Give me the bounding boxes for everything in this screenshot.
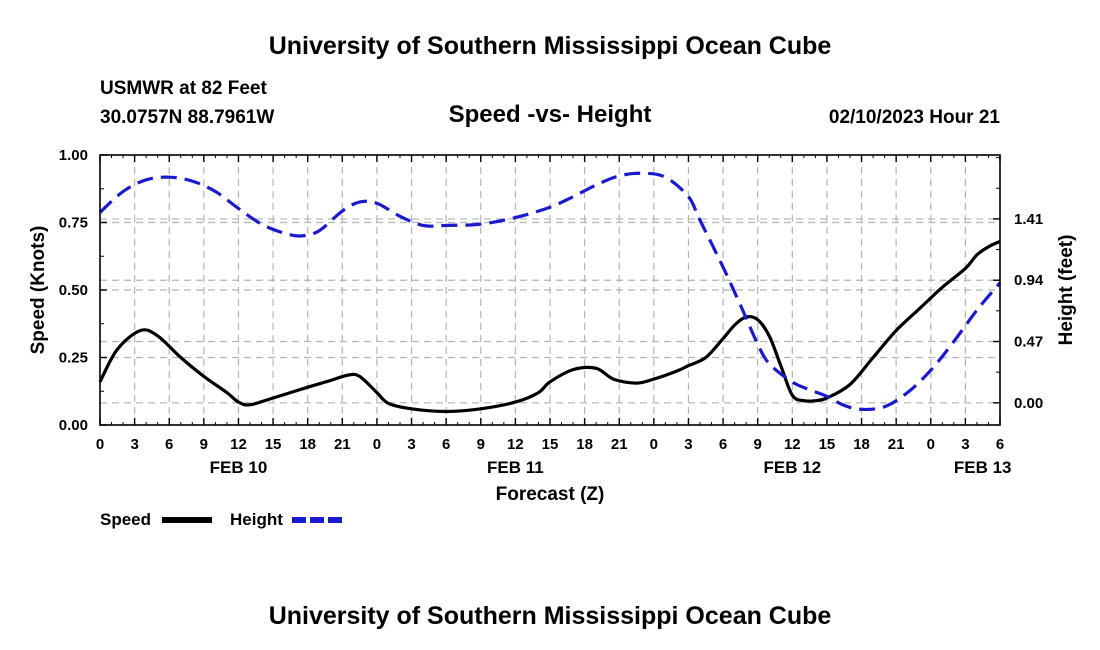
y-tick-label: 0.75 — [59, 215, 88, 232]
x-tick-label: 21 — [334, 436, 351, 453]
date-label: FEB 10 — [210, 458, 268, 477]
chart-grid — [100, 155, 1000, 425]
coordinates-label: 30.0757N 88.7961W — [100, 107, 275, 128]
series-line-speed — [98, 239, 1001, 414]
legend-label: Height — [230, 510, 283, 529]
x-tick-label: 3 — [130, 436, 138, 453]
x-tick-label: 9 — [754, 436, 762, 453]
x-tick-label: 15 — [542, 436, 559, 453]
y-tick-label: 1.00 — [59, 147, 88, 164]
series-line-height — [98, 171, 1002, 412]
y-tick-label: 0.00 — [59, 417, 88, 434]
footer-title: University of Southern Mississippi Ocean… — [268, 602, 832, 630]
page-title: University of Southern Mississippi Ocean… — [268, 32, 832, 60]
plot-frame — [99, 154, 1001, 426]
x-tick-label: 18 — [576, 436, 593, 453]
x-tick-label: 18 — [299, 436, 316, 453]
y2-tick-label: 0.47 — [1014, 334, 1043, 351]
x-tick-label: 9 — [200, 436, 208, 453]
x-tick-label: 3 — [407, 436, 415, 453]
x-tick-label: 0 — [373, 436, 381, 453]
date-label: FEB 13 — [954, 458, 1012, 477]
y2-axis-label: Height (feet) — [1056, 235, 1077, 346]
datetime-label: 02/10/2023 Hour 21 — [828, 107, 1000, 128]
x-tick-label: 6 — [165, 436, 173, 453]
chart-lines — [98, 171, 1002, 414]
x-tick-label: 9 — [477, 436, 485, 453]
speed-height-chart: 0 3 6 9 12 15 18 21 0 3 6 9 12 15 18 21 0 3 6 9 12 15 18 21 0 3 6 F… — [28, 147, 1077, 529]
y-tick-label: 0.50 — [59, 282, 88, 299]
x-tick-label: 6 — [442, 436, 450, 453]
date-label: FEB 12 — [763, 458, 821, 477]
x-tick-label: 12 — [507, 436, 524, 453]
x-tick-label: 12 — [230, 436, 247, 453]
y-axis-label: Speed (Knots) — [28, 226, 49, 355]
date-label: FEB 11 — [487, 458, 544, 477]
legend-label: Speed — [100, 510, 151, 529]
y2-tick-label: 0.00 — [1014, 395, 1043, 412]
station-label: USMWR at 82 Feet — [100, 78, 267, 99]
x-tick-label: 21 — [888, 436, 905, 453]
x-tick-label: 6 — [719, 436, 727, 453]
x-tick-label: 6 — [996, 436, 1004, 453]
x-tick-label: 0 — [96, 436, 104, 453]
x-tick-label: 15 — [819, 436, 836, 453]
x-tick-label: 3 — [961, 436, 969, 453]
x-tick-label: 15 — [265, 436, 282, 453]
x-axis-label: Forecast (Z) — [496, 484, 605, 505]
x-tick-label: 0 — [927, 436, 935, 453]
x-tick-label: 12 — [784, 436, 801, 453]
x-tick-label: 18 — [853, 436, 870, 453]
y-tick-label: 0.25 — [59, 350, 88, 367]
x-tick-label: 3 — [684, 436, 692, 453]
y2-tick-label: 0.94 — [1014, 272, 1044, 289]
x-tick-label: 0 — [650, 436, 658, 453]
chart-title: Speed -vs- Height — [448, 101, 652, 128]
x-tick-label: 21 — [611, 436, 628, 453]
chart-labels: 0 3 6 9 12 15 18 21 0 3 6 9 12 15 18 21 0 3 6 9 12 15 18 21 0 3 6 F… — [59, 147, 1044, 477]
y2-tick-label: 1.41 — [1014, 211, 1043, 228]
chart-legend: Speed Height — [100, 510, 342, 529]
